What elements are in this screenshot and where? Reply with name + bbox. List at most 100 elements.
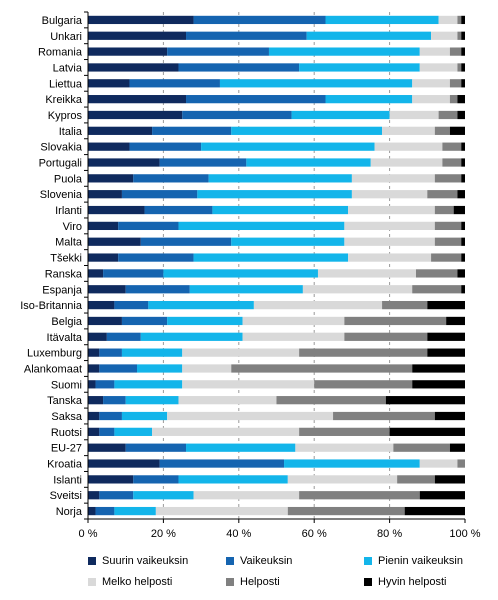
legend-label: Pienin vaikeuksin [378,555,463,567]
bar-segment [434,126,450,135]
x-tick-label: 80 % [377,528,402,540]
bar-segment [137,364,183,373]
bar-segment [88,79,130,88]
bar-segment [88,237,141,246]
bar-segment [121,348,183,357]
bar-segment [457,110,465,120]
bar-segment [404,506,465,516]
bar-segment [434,475,465,484]
category-label: Slovenia [40,189,83,201]
category-label: Ranska [45,268,83,280]
bar-segment [182,380,315,389]
bar-segment [449,95,458,104]
bar-segment [427,300,465,310]
bar-segment [446,316,465,326]
bar-segment [167,47,269,56]
legend-swatch [226,557,234,565]
category-label: Kroatia [47,459,83,471]
category-label: Latvia [53,62,83,74]
bar-segment [438,110,458,120]
legend-label: Vaikeuksin [240,555,293,567]
bar-segment [231,237,345,246]
bar-segment [461,79,465,88]
bar-segment [284,459,420,468]
bar-segment [461,142,465,151]
bar-segment [457,190,465,199]
category-label: Itävalta [47,332,83,344]
bar-segment [246,158,371,167]
bar-segment [457,63,462,72]
bar-segment [434,174,462,183]
x-tick-label: 40 % [226,528,251,540]
bar-segment [88,95,187,104]
bar-segment [140,237,232,246]
x-tick-label: 0 % [79,528,98,540]
bar-segment [382,300,428,310]
x-tick-label: 100 % [449,528,480,540]
bar-segment [442,142,462,151]
bar-segment [133,475,179,484]
bar-segment [325,95,413,104]
bar-segment [461,237,465,246]
category-label: Tšekki [50,253,82,265]
category-label: Islanti [53,474,82,486]
bar-segment [118,253,194,262]
bar-segment [344,316,447,326]
bar-segment [88,316,122,326]
bar-segment [419,491,465,500]
bar-segment [419,459,458,468]
category-label: Suomi [51,379,82,391]
category-label: Espanja [42,284,83,296]
bar-segment [242,332,345,341]
category-label: Belgia [51,316,82,328]
bar-segment [193,15,326,25]
legend-swatch [226,578,234,586]
bar-segment [461,15,465,25]
bar-segment [231,364,413,373]
bar-segment [370,158,443,167]
legend-swatch [88,578,96,586]
category-label: Norja [56,506,83,518]
bar-segment [412,380,465,389]
bar-segment [88,174,134,183]
bar-segment [178,396,277,405]
bar-segment [434,411,465,421]
bar-segment [99,411,122,421]
bar-segment [419,63,458,72]
bar-segment [103,269,164,278]
category-label: Kreikka [45,94,83,106]
bar-segment [431,253,462,262]
bar-segment [434,237,462,246]
bar-segment [88,427,100,436]
bar-segment [415,269,458,278]
category-label: Portugali [39,158,82,170]
legend-item: Helposti [226,576,280,588]
bar-segment [88,380,96,389]
bar-segment [412,285,462,294]
bar-segment [253,300,383,310]
bar-segment [457,95,465,104]
bar-segment [182,348,300,357]
bar-segment [88,47,168,56]
bar-segment [129,79,220,88]
bar-segment [306,31,432,40]
bar-segment [457,15,462,25]
bar-segment [88,459,160,468]
legend-swatch [364,557,372,565]
bar-segment [461,174,465,183]
category-label: Alankomaat [24,363,82,375]
bar-segment [302,285,413,294]
bar-segment [419,47,450,56]
bar-segment [95,506,115,516]
bar-segment [193,253,349,262]
bar-segment [88,205,145,215]
bar-segment [140,332,243,341]
bar-segment [299,63,420,72]
category-label: Tanska [47,395,83,407]
bar-segment [88,15,194,25]
bar-segment [389,427,465,436]
bar-segment [99,427,115,436]
bar-segment [99,364,138,373]
bar-segment [88,158,160,167]
category-label: Bulgaria [42,15,83,27]
